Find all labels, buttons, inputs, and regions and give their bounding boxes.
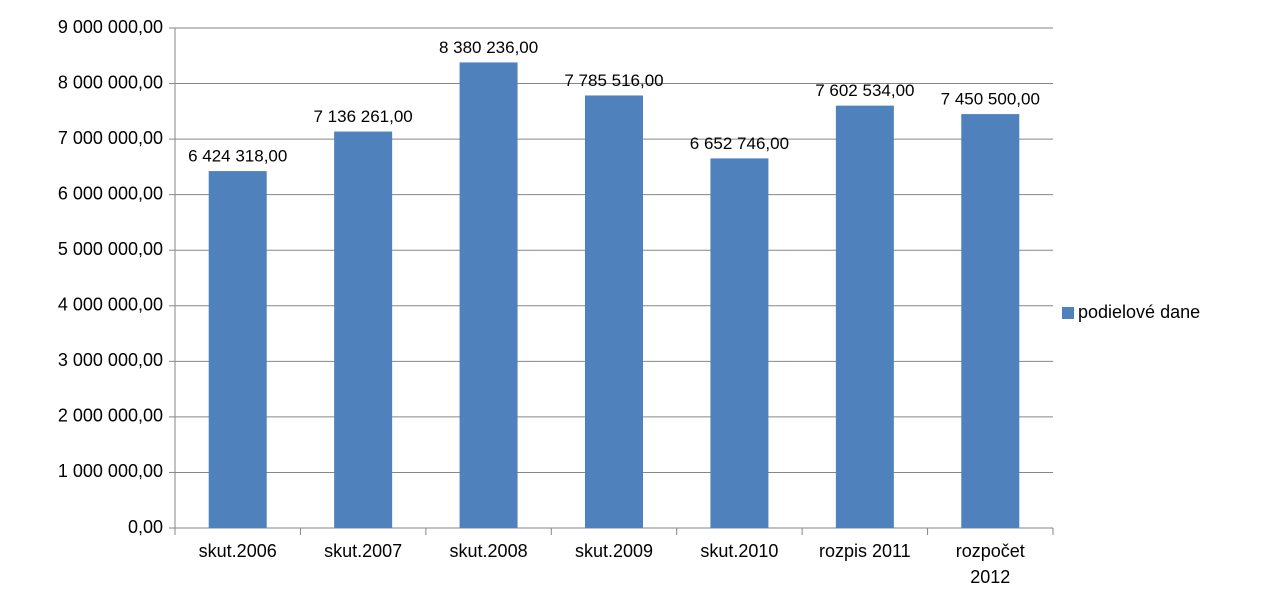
- y-tick-label: 3 000 000,00: [58, 350, 163, 370]
- y-tick-label: 5 000 000,00: [58, 239, 163, 259]
- y-tick-label: 6 000 000,00: [58, 183, 163, 203]
- bar: [961, 114, 1020, 528]
- bar: [334, 131, 393, 528]
- data-label: 7 602 534,00: [815, 81, 914, 100]
- bar: [208, 171, 267, 528]
- x-tick-label: skut.2010: [700, 541, 779, 561]
- data-label: 6 424 318,00: [188, 147, 287, 166]
- x-tick-label: skut.2006: [198, 541, 277, 561]
- y-tick-label: 1 000 000,00: [58, 461, 163, 481]
- legend-swatch: [1062, 307, 1074, 319]
- bar: [710, 158, 769, 528]
- y-tick-label: 2 000 000,00: [58, 406, 163, 426]
- data-label: 8 380 236,00: [439, 38, 538, 57]
- bar: [459, 62, 518, 528]
- y-tick-label: 9 000 000,00: [58, 17, 163, 37]
- legend-label: podielové dane: [1078, 302, 1200, 322]
- y-tick-label: 8 000 000,00: [58, 72, 163, 92]
- bar: [835, 105, 894, 529]
- x-tick-label: rozpočet 2012: [955, 541, 1025, 587]
- data-label: 7 450 500,00: [941, 90, 1040, 109]
- data-label: 7 136 261,00: [314, 107, 413, 126]
- data-label: 7 785 516,00: [564, 71, 663, 90]
- y-tick-label: 4 000 000,00: [58, 295, 163, 315]
- x-tick-label: skut.2008: [449, 541, 528, 561]
- data-label: 6 652 746,00: [690, 134, 789, 153]
- x-tick-label: rozpis 2011: [818, 541, 911, 561]
- y-tick-label: 7 000 000,00: [58, 128, 163, 148]
- x-tick-label: skut.2009: [574, 541, 654, 561]
- bar: [585, 95, 643, 528]
- x-tick-label: skut.2007: [324, 541, 403, 561]
- y-tick-label: 0,00: [128, 517, 163, 537]
